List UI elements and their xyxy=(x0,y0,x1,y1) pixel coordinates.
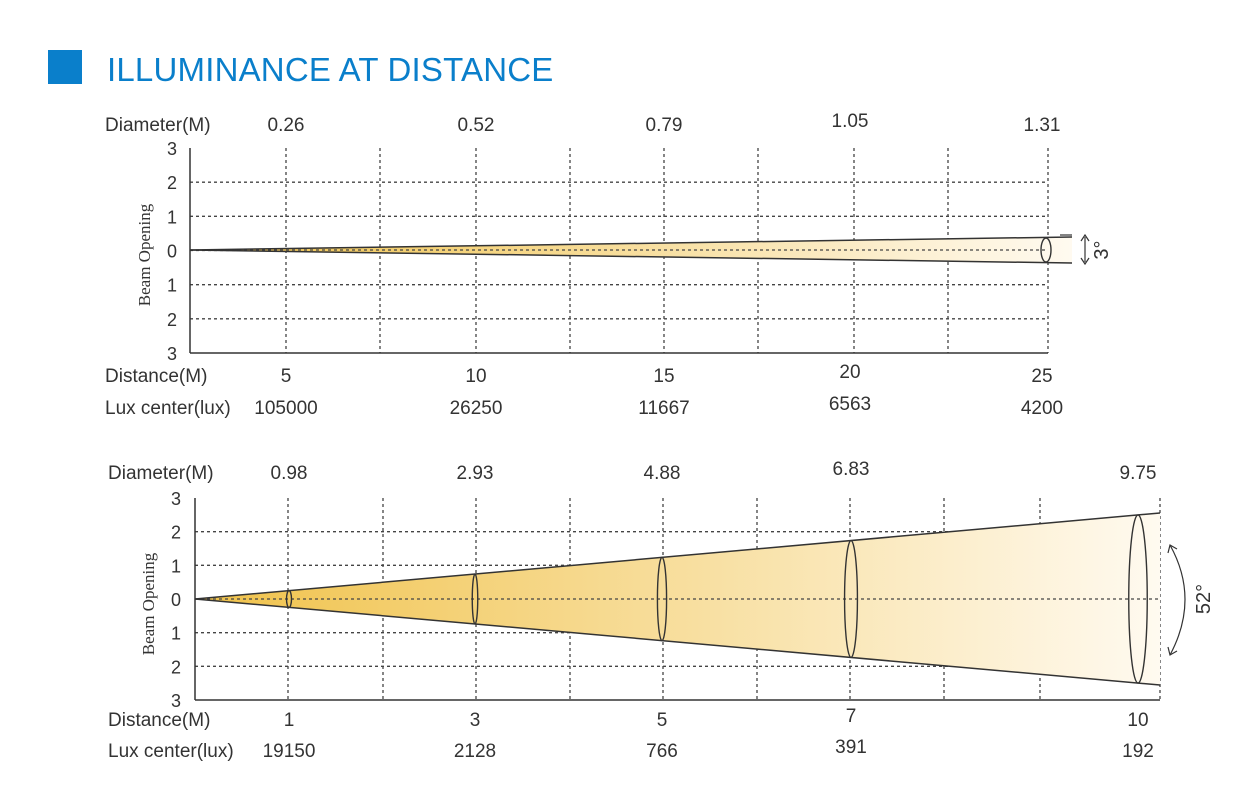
beam-edge-lower xyxy=(194,598,1161,686)
distance-value: 7 xyxy=(846,706,857,727)
beam-cross-section xyxy=(285,589,293,609)
y-tick-label: 1 xyxy=(171,624,181,644)
diameter-value: 9.75 xyxy=(1120,463,1157,484)
y-tick-label: 1 xyxy=(167,207,177,227)
lux-row-label: Lux center(lux) xyxy=(108,741,234,762)
lux-value: 105000 xyxy=(254,398,317,419)
diameter-value: 6.83 xyxy=(833,459,870,480)
beam-edge-upper xyxy=(189,236,1073,251)
distance-value: 10 xyxy=(465,366,486,387)
beam-cross-section xyxy=(471,573,479,625)
distance-value: 5 xyxy=(281,366,292,387)
lux-value: 2128 xyxy=(454,741,496,762)
y-tick-label: 3 xyxy=(171,691,181,711)
lux-value: 391 xyxy=(835,737,867,758)
y-tick-label: 3 xyxy=(167,139,177,159)
y-tick-label: 3 xyxy=(167,344,177,364)
distance-row-label: Distance(M) xyxy=(108,710,210,731)
lux-value: 192 xyxy=(1122,741,1154,762)
arrow-head-down-icon xyxy=(1167,646,1178,656)
beam-cross-section xyxy=(1040,237,1052,263)
diameter-value: 1.31 xyxy=(1024,115,1061,136)
beam-diagram-wide: Diameter(M) Distance(M) Lux center(lux) Bea… xyxy=(108,459,1215,762)
header-accent-square xyxy=(48,50,82,84)
angle-arc xyxy=(1169,544,1186,656)
lux-value: 6563 xyxy=(829,394,871,415)
diameter-value: 0.26 xyxy=(268,115,305,136)
distance-row-label: Distance(M) xyxy=(105,366,207,387)
diameter-value: 0.98 xyxy=(271,463,308,484)
y-tick-label: 2 xyxy=(167,173,177,193)
beam-edge-upper xyxy=(194,512,1161,600)
y-tick-label: 1 xyxy=(167,276,177,296)
diameter-row-label: Diameter(M) xyxy=(105,115,211,136)
y-tick-label: 2 xyxy=(171,523,181,543)
y-axis-label: Beam Opening xyxy=(139,552,158,655)
beam-cross-section xyxy=(656,556,668,642)
beam-cross-section xyxy=(1128,514,1148,684)
diameter-value: 2.93 xyxy=(457,463,494,484)
y-tick-label: 0 xyxy=(171,590,181,610)
beam-cross-section xyxy=(843,539,859,659)
y-tick-label: 2 xyxy=(171,657,181,677)
diameter-value: 1.05 xyxy=(832,111,869,132)
arrow-head-down-icon xyxy=(1080,257,1090,266)
y-tick-label: 0 xyxy=(167,242,177,262)
diameter-value: 0.52 xyxy=(458,115,495,136)
diameter-row-label: Diameter(M) xyxy=(108,463,214,484)
distance-value: 1 xyxy=(284,710,295,731)
lux-value: 4200 xyxy=(1021,398,1063,419)
distance-value: 5 xyxy=(657,710,668,731)
lux-value: 26250 xyxy=(450,398,503,419)
page-title: ILLUMINANCE AT DISTANCE xyxy=(107,51,554,88)
lux-value: 19150 xyxy=(263,741,316,762)
lux-value: 11667 xyxy=(638,398,689,419)
diameter-value: 4.88 xyxy=(644,463,681,484)
distance-value: 20 xyxy=(839,362,860,383)
beam-angle-label: 3° xyxy=(1091,240,1113,259)
y-axis-label: Beam Opening xyxy=(135,203,154,306)
y-tick-label: 1 xyxy=(171,556,181,576)
distance-value: 3 xyxy=(470,710,481,731)
lux-value: 766 xyxy=(646,741,678,762)
beam-diagram-narrow: Diameter(M) Distance(M) Lux center(lux) Bea… xyxy=(105,111,1113,419)
y-tick-label: 2 xyxy=(167,310,177,330)
arrow-head-up-icon xyxy=(1167,544,1178,554)
lux-row-label: Lux center(lux) xyxy=(105,398,231,419)
diameter-value: 0.79 xyxy=(646,115,683,136)
distance-value: 15 xyxy=(653,366,674,387)
distance-value: 10 xyxy=(1127,710,1148,731)
arrow-head-up-icon xyxy=(1080,233,1090,242)
distance-value: 25 xyxy=(1031,366,1052,387)
beam-angle-label: 52° xyxy=(1193,584,1215,614)
y-tick-label: 3 xyxy=(171,489,181,509)
beam-edge-lower xyxy=(189,249,1073,264)
